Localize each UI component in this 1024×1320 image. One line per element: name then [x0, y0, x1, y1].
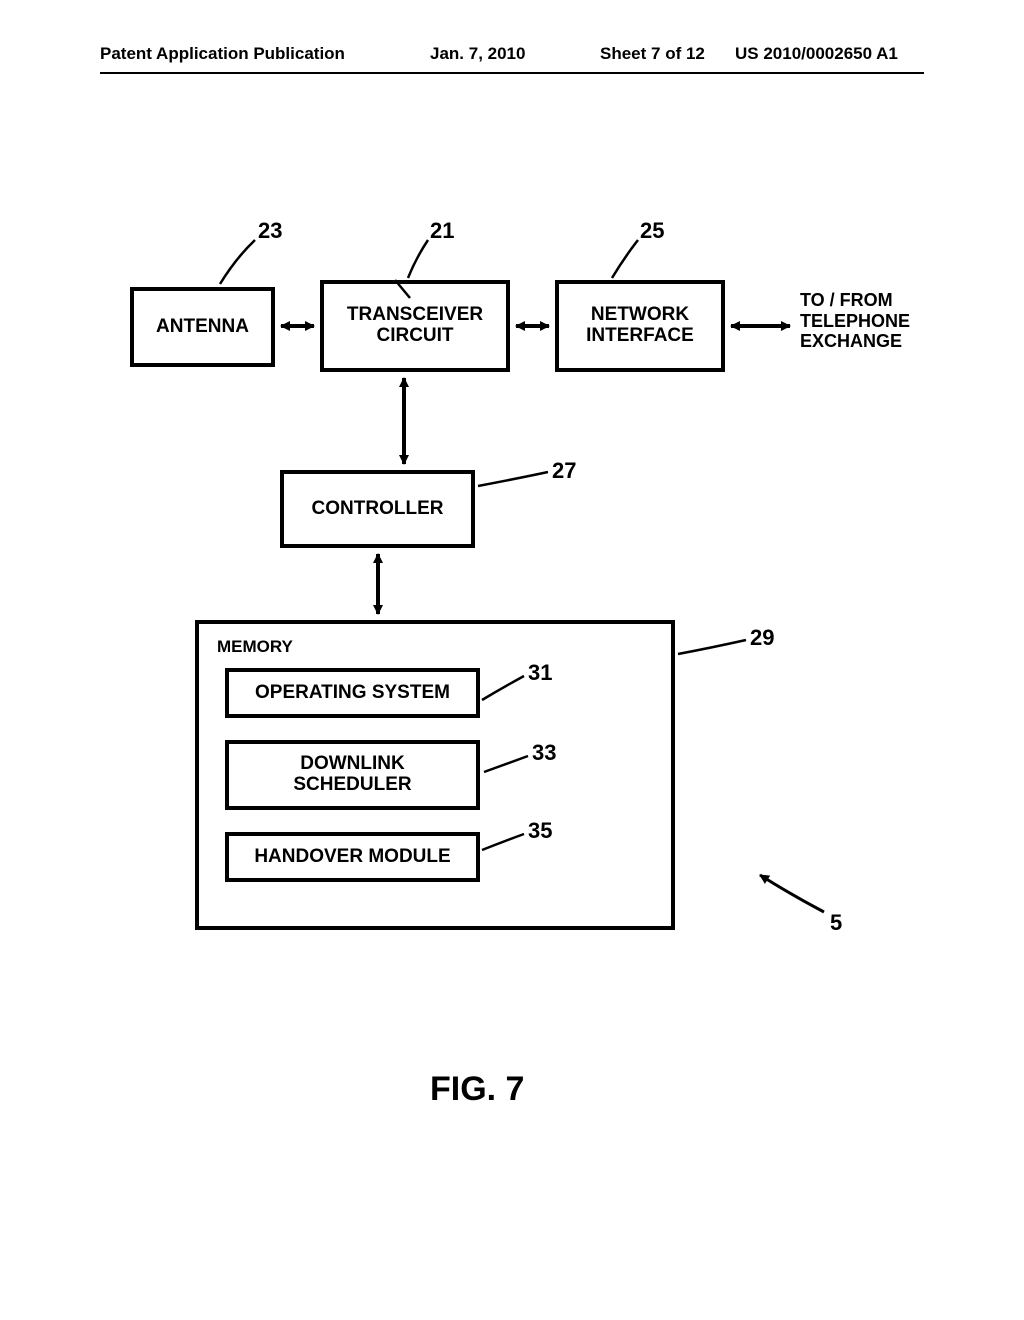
connectors-svg [0, 0, 1024, 1320]
page-root: Patent Application Publication Jan. 7, 2… [0, 0, 1024, 1320]
